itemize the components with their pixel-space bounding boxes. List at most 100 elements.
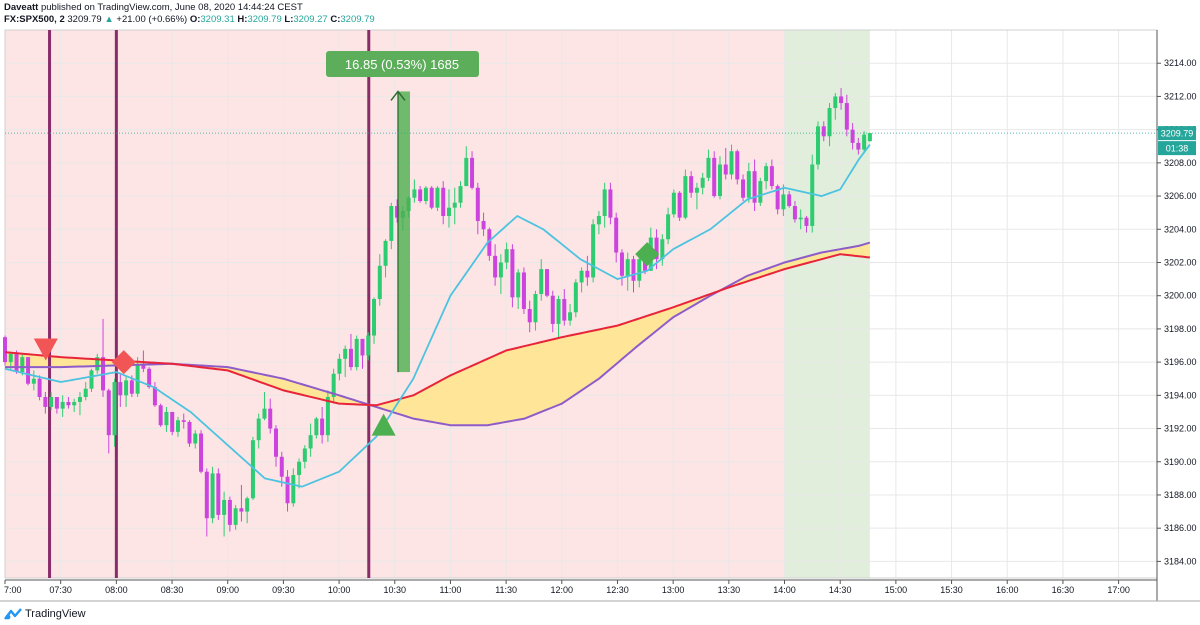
candle-body: [516, 272, 521, 298]
candle-body: [181, 420, 186, 422]
candle-body: [268, 408, 273, 429]
candle-body: [83, 388, 88, 397]
x-tick-label: 11:30: [495, 585, 517, 595]
candle-body: [348, 348, 353, 368]
candle-body: [3, 337, 7, 363]
candle-body: [389, 206, 394, 241]
x-tick-label: 7:00: [4, 585, 22, 595]
signal-diamond-green: [635, 242, 660, 267]
measure-label: 16.85 (0.53%) 1685: [345, 57, 459, 72]
y-tick-label: 3198.00: [1164, 324, 1197, 334]
candle-body: [222, 499, 227, 515]
candle-body: [216, 473, 221, 515]
candle-body: [124, 380, 129, 396]
x-tick-label: 16:00: [996, 585, 1019, 595]
up-arrow-icon: ▲: [104, 14, 114, 25]
candle-body: [735, 151, 740, 180]
candle-body: [337, 358, 342, 374]
candle-body: [412, 189, 417, 198]
candle-body: [741, 179, 746, 198]
ohlc-line: FX:SPX500, 2 3209.79 ▲ +21.00 (+0.66%) O…: [4, 14, 375, 26]
x-tick-label: 09:00: [216, 585, 239, 595]
published-text: published on TradingView.com, June 08, 2…: [40, 2, 303, 13]
candle-body: [556, 299, 561, 324]
candle-body: [95, 357, 100, 371]
candle-body: [568, 312, 573, 321]
x-tick-label: 08:30: [161, 585, 184, 595]
candle-body: [60, 401, 65, 409]
candle-body: [331, 373, 336, 397]
candle-body: [723, 164, 728, 175]
candle-body: [717, 164, 722, 197]
x-tick-label: 10:30: [383, 585, 406, 595]
candle-body: [325, 396, 330, 436]
tradingview-logo-icon: [4, 608, 22, 620]
candle-body: [810, 164, 815, 226]
author-name[interactable]: Daveatt: [4, 2, 39, 13]
x-tick-label: 08:00: [105, 585, 128, 595]
last-price-tag-text: 3209.79: [1161, 129, 1194, 139]
countdown-tag-text: 01:38: [1166, 144, 1189, 154]
candle-body: [452, 202, 457, 208]
candle-body: [49, 396, 54, 407]
y-tick-label: 3194.00: [1164, 390, 1197, 400]
open-label: O:: [189, 14, 201, 25]
candle-body: [285, 476, 290, 504]
candle-body: [527, 308, 532, 323]
candle-body: [481, 220, 486, 230]
candle-body: [147, 368, 152, 388]
candle-body: [170, 411, 175, 432]
x-tick-label: 07:30: [49, 585, 72, 595]
candle-body: [671, 192, 676, 215]
candle-body: [129, 380, 134, 394]
footer: TradingView: [4, 606, 86, 622]
candle-body: [614, 217, 619, 253]
high-label: H:: [237, 14, 248, 25]
y-tick-label: 3190.00: [1164, 457, 1197, 467]
y-tick-label: 3192.00: [1164, 424, 1197, 434]
candle-body: [308, 435, 313, 449]
candle-body: [26, 357, 31, 384]
candle-body: [781, 194, 786, 210]
candle-body: [475, 187, 480, 221]
measure-label-box: [326, 51, 479, 77]
candle-body: [435, 187, 440, 208]
y-tick-label: 3214.00: [1164, 58, 1197, 68]
candle-body: [585, 270, 590, 278]
candle-body: [827, 108, 832, 137]
candle-body: [677, 192, 682, 218]
candle-body: [14, 353, 19, 373]
candle-body: [106, 390, 111, 436]
footer-brand[interactable]: TradingView: [25, 608, 86, 620]
candle-body: [562, 299, 567, 321]
y-tick-label: 3184.00: [1164, 556, 1197, 566]
candle-body: [245, 498, 250, 512]
x-tick-label: 17:00: [1107, 585, 1130, 595]
candle-body: [441, 187, 446, 216]
price-change: +21.00 (+0.66%): [116, 14, 188, 25]
candle-body: [250, 440, 255, 499]
candle-body: [533, 294, 538, 323]
last-price-tag: [1158, 126, 1196, 141]
y-tick-label: 3188.00: [1164, 490, 1197, 500]
candle-body: [521, 272, 526, 309]
candle-body: [66, 401, 71, 406]
candle-body: [112, 382, 117, 436]
ema-red-line: [4, 253, 871, 407]
candle-body: [798, 217, 803, 220]
candle-body: [458, 186, 463, 203]
x-tick-label: 14:30: [829, 585, 852, 595]
candle-body: [867, 133, 872, 142]
candle-body: [787, 194, 792, 207]
candle-body: [816, 126, 821, 165]
candle-body: [862, 134, 867, 150]
candle-body: [429, 187, 434, 208]
candle-body: [372, 299, 377, 336]
x-tick-label: 15:00: [885, 585, 908, 595]
candle-body: [354, 338, 359, 368]
candle-body: [256, 418, 261, 441]
candle-body: [712, 157, 717, 197]
candle-body: [204, 471, 209, 519]
measure-arrowhead: [390, 90, 406, 101]
